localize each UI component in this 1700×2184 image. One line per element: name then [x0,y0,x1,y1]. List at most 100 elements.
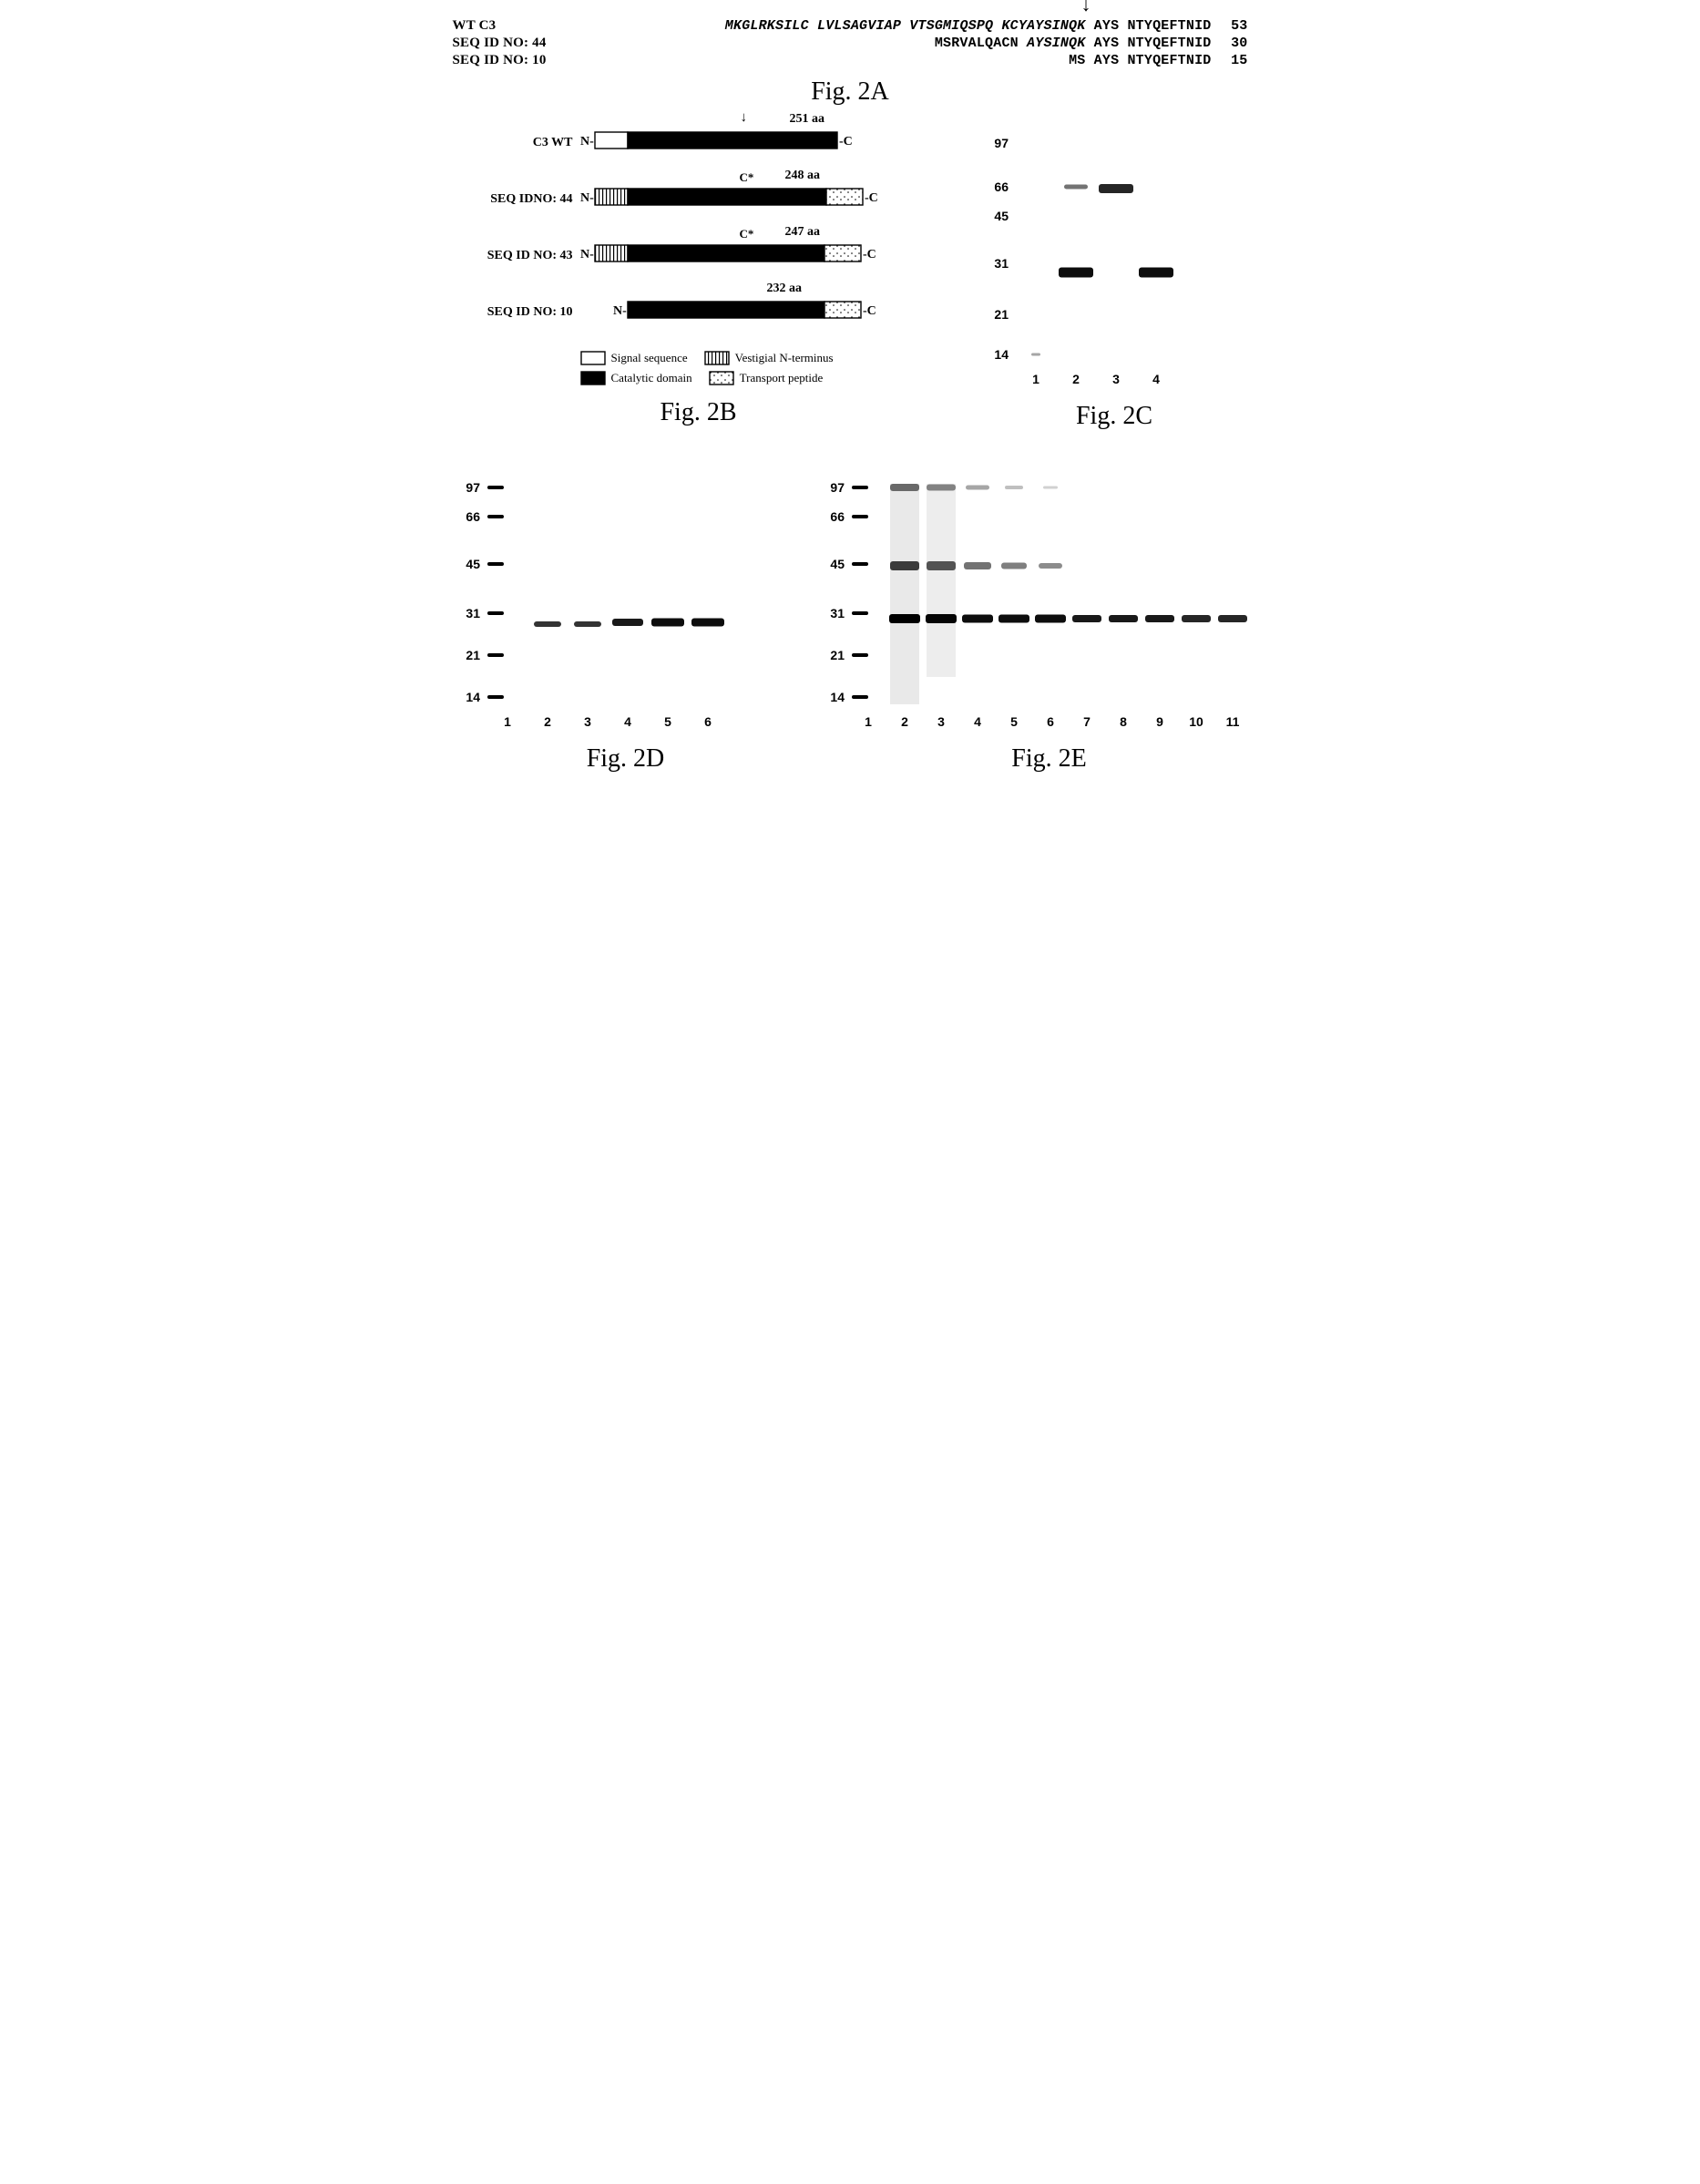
svg-text:N-: N- [580,248,594,261]
mw-marker-label: 14 [830,690,845,704]
aa-length-label: 247 aa [785,225,821,240]
lane-number: 3 [937,714,945,729]
construct-bar: N- -C [580,131,908,151]
lane-number: 2 [544,714,551,729]
svg-text:N-: N- [613,304,627,318]
mw-marker-label: 21 [830,648,845,662]
mw-marker-label: 45 [466,557,480,571]
lane-number: 2 [1072,372,1080,386]
aa-length-label: 232 aa [767,282,803,296]
sequence-row: SEQ ID NO: 44MSRVALQACN AYSINQK AYS NTYQ… [453,36,1248,51]
svg-text:-C: -C [863,248,876,261]
construct-bar: N- -C [580,188,908,208]
lane-number: 5 [1010,714,1018,729]
arrow-down-icon: ↓ [1081,0,1091,16]
mw-marker-label: 14 [466,690,480,704]
cstar-label: C* [740,170,754,185]
construct-row: C3 WT251 aa↓N--C [453,125,945,161]
mw-marker-label: 45 [994,209,1009,223]
figure-2e-caption: Fig. 2E [817,744,1282,774]
figure-2d: 976645312114123456 Fig. 2D [453,467,799,792]
lane-number: 5 [664,714,671,729]
sequence-row: WT C3MKGLRKSILC LVLSAGVIAP VTSGMIQSPQ KC… [453,18,1248,34]
construct-row: SEQ ID NO: 43247 aaC*N--C [453,238,945,274]
construct-label: C3 WT [453,136,580,150]
aa-length-label: 251 aa [790,112,825,127]
mw-marker-label: 66 [830,509,845,524]
legend-label: Catalytic domain [611,371,692,385]
sequence-label: SEQ ID NO: 10 [453,53,580,68]
legend-swatch [580,351,606,365]
legend-swatch [704,351,730,365]
legend-item: Vestigial N-terminus [704,351,834,365]
svg-text:N-: N- [580,135,594,149]
figure-2e: 9766453121141234567891011 Fig. 2E [817,467,1282,792]
lane-number: 4 [1152,372,1160,386]
cstar-label: C* [740,227,754,241]
mw-marker-label: 66 [466,509,480,524]
legend-label: Vestigial N-terminus [735,351,834,365]
sequence-label: WT C3 [453,18,580,34]
mw-marker-label: 97 [830,480,845,495]
lane-number: 1 [865,714,872,729]
figure-2b-caption: Fig. 2B [453,398,945,427]
gel-image: 976645312114123456 [453,467,763,732]
lane-number: 3 [584,714,591,729]
figure-2d-caption: Fig. 2D [453,744,799,774]
sequence-position: 30 [1212,36,1248,51]
construct-row: SEQ IDNO: 44248 aaC*N--C [453,181,945,218]
mw-marker-label: 14 [994,347,1009,362]
lane-number: 3 [1112,372,1120,386]
legend-swatch [709,371,734,385]
mw-marker-label: 31 [994,256,1009,271]
lane-number: 6 [704,714,712,729]
lane-number: 9 [1156,714,1163,729]
sequence-alignment: WT C3MKGLRKSILC LVLSAGVIAP VTSGMIQSPQ KC… [453,18,1248,68]
svg-text:-C: -C [839,135,853,149]
construct-label: SEQ IDNO: 44 [453,192,580,207]
mw-marker-label: 97 [994,136,1009,150]
mw-marker-label: 21 [466,648,480,662]
legend-item: Transport peptide [709,371,824,385]
mw-marker-label: 31 [466,606,480,620]
figure-2c: 97 66 45 31 21 14 1 2 3 4 Fig. 2C [963,125,1248,449]
arrow-down-icon: ↓ [741,110,748,126]
construct-row: SEQ ID NO: 10232 aaN--C [453,294,945,331]
legend-label: Signal sequence [611,351,688,365]
lane-number: 11 [1225,714,1239,729]
lane-number: 8 [1120,714,1127,729]
sequence-position: 53 [1212,18,1248,34]
lane-number: 1 [504,714,511,729]
sequence-row: SEQ ID NO: 10MS AYS NTYQEFTNID15 [453,53,1248,68]
figure-2c-caption: Fig. 2C [981,402,1248,431]
construct-bar: N- -C [580,301,908,321]
mw-marker-label: 45 [830,557,845,571]
figure-2b-legend: Signal sequence Vestigial N-terminus Catal… [580,351,917,385]
legend-swatch [580,371,606,385]
gel-image: 97 66 45 31 21 14 1 2 3 4 [981,125,1218,389]
construct-bar: N- -C [580,244,908,264]
lane-number: 2 [901,714,908,729]
lane-number: 4 [624,714,631,729]
lane-number: 4 [974,714,981,729]
sequence-text: MKGLRKSILC LVLSAGVIAP VTSGMIQSPQ KCYAYSI… [580,18,1212,34]
gel-image: 9766453121141234567891011 [817,467,1282,732]
aa-length-label: 248 aa [785,169,821,183]
mw-marker-label: 31 [830,606,845,620]
lane-number: 1 [1032,372,1039,386]
construct-label: SEQ ID NO: 43 [453,249,580,263]
figure-2b: C3 WT251 aa↓N--CSEQ IDNO: 44248 aaC*N--C… [453,125,945,446]
mw-marker-label: 97 [466,480,480,495]
mw-marker-label: 21 [994,307,1009,322]
sequence-position: 15 [1212,53,1248,68]
legend-item: Catalytic domain [580,371,692,385]
svg-text:N-: N- [580,191,594,205]
sequence-text: MS AYS NTYQEFTNID [580,53,1212,68]
svg-text:-C: -C [865,191,878,205]
svg-text:-C: -C [863,304,876,318]
sequence-text: MSRVALQACN AYSINQK AYS NTYQEFTNID [580,36,1212,51]
mw-marker-label: 66 [994,179,1009,194]
figure-2a: ↓ WT C3MKGLRKSILC LVLSAGVIAP VTSGMIQSPQ … [453,18,1248,68]
construct-label: SEQ ID NO: 10 [453,305,580,320]
lane-number: 6 [1047,714,1054,729]
